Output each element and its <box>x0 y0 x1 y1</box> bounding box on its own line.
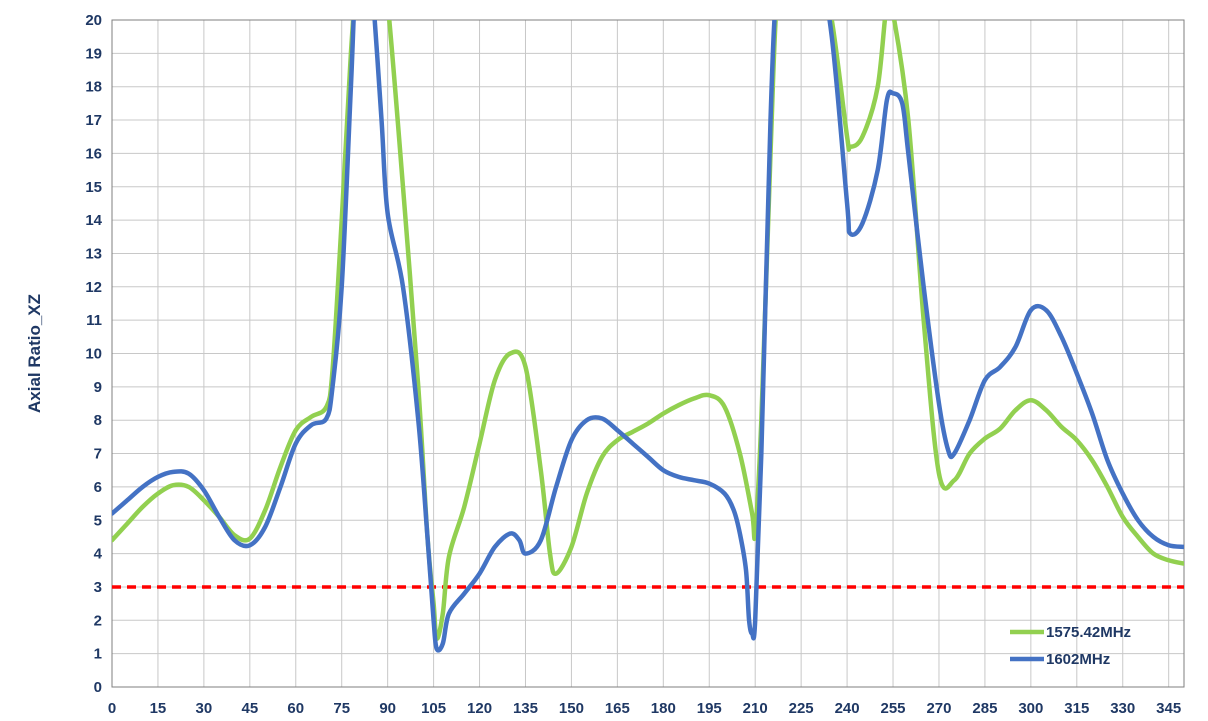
x-tick-label: 180 <box>651 700 676 717</box>
y-tick-label: 9 <box>94 379 102 396</box>
x-tick-label: 300 <box>1018 700 1043 717</box>
x-tick-label: 165 <box>605 700 630 717</box>
y-tick-label: 19 <box>85 45 102 62</box>
x-tick-label: 315 <box>1064 700 1089 717</box>
x-tick-label: 225 <box>789 700 814 717</box>
y-tick-label: 17 <box>85 112 102 129</box>
series-line-1602mhz <box>112 20 1184 653</box>
y-tick-label: 11 <box>86 312 102 329</box>
x-tick-label: 0 <box>108 700 116 717</box>
y-tick-label: 1 <box>94 646 102 663</box>
y-tick-label: 12 <box>85 279 102 296</box>
y-axis-title: Axial Ratio_XZ <box>25 294 44 413</box>
x-tick-label: 195 <box>697 700 722 717</box>
x-tick-label: 270 <box>926 700 951 717</box>
y-tick-label: 0 <box>94 679 102 696</box>
x-tick-label: 330 <box>1110 700 1135 717</box>
x-tick-label: 60 <box>287 700 304 717</box>
legend: 1575.42MHz 1602MHz <box>1010 624 1131 668</box>
x-tick-label: 285 <box>972 700 997 717</box>
y-tick-label: 2 <box>94 612 102 629</box>
y-tick-label: 4 <box>94 546 103 563</box>
x-tick-label: 240 <box>835 700 860 717</box>
x-tick-label: 150 <box>559 700 584 717</box>
x-tick-labels: 0 15 30 45 60 75 90 105 120 135 150 165 180 195 210 225… <box>108 700 1181 717</box>
y-tick-label: 14 <box>85 212 102 229</box>
x-tick-label: 135 <box>513 700 538 717</box>
x-tick-label: 120 <box>467 700 492 717</box>
y-tick-label: 18 <box>85 79 102 96</box>
y-tick-label: 15 <box>85 179 102 196</box>
y-tick-label: 20 <box>85 12 102 29</box>
x-tick-label: 345 <box>1156 700 1181 717</box>
y-tick-label: 10 <box>85 346 102 363</box>
legend-label: 1602MHz <box>1046 651 1110 668</box>
x-tick-label: 105 <box>421 700 446 717</box>
x-tick-label: 75 <box>333 700 350 717</box>
y-tick-label: 7 <box>94 446 102 463</box>
x-tick-label: 90 <box>379 700 396 717</box>
gridlines <box>111 19 1184 688</box>
y-tick-label: 6 <box>94 479 102 496</box>
y-tick-label: 13 <box>85 245 102 262</box>
y-tick-label: 5 <box>94 512 102 529</box>
x-tick-label: 15 <box>150 700 167 717</box>
x-tick-label: 210 <box>743 700 768 717</box>
legend-label: 1575.42MHz <box>1046 624 1131 641</box>
y-tick-label: 3 <box>94 579 102 596</box>
plot-border <box>111 19 1185 688</box>
series-lines <box>112 20 1184 653</box>
x-tick-label: 255 <box>881 700 906 717</box>
x-tick-label: 45 <box>241 700 258 717</box>
y-tick-label: 8 <box>94 412 102 429</box>
y-tick-label: 16 <box>85 145 102 162</box>
x-tick-label: 30 <box>196 700 213 717</box>
